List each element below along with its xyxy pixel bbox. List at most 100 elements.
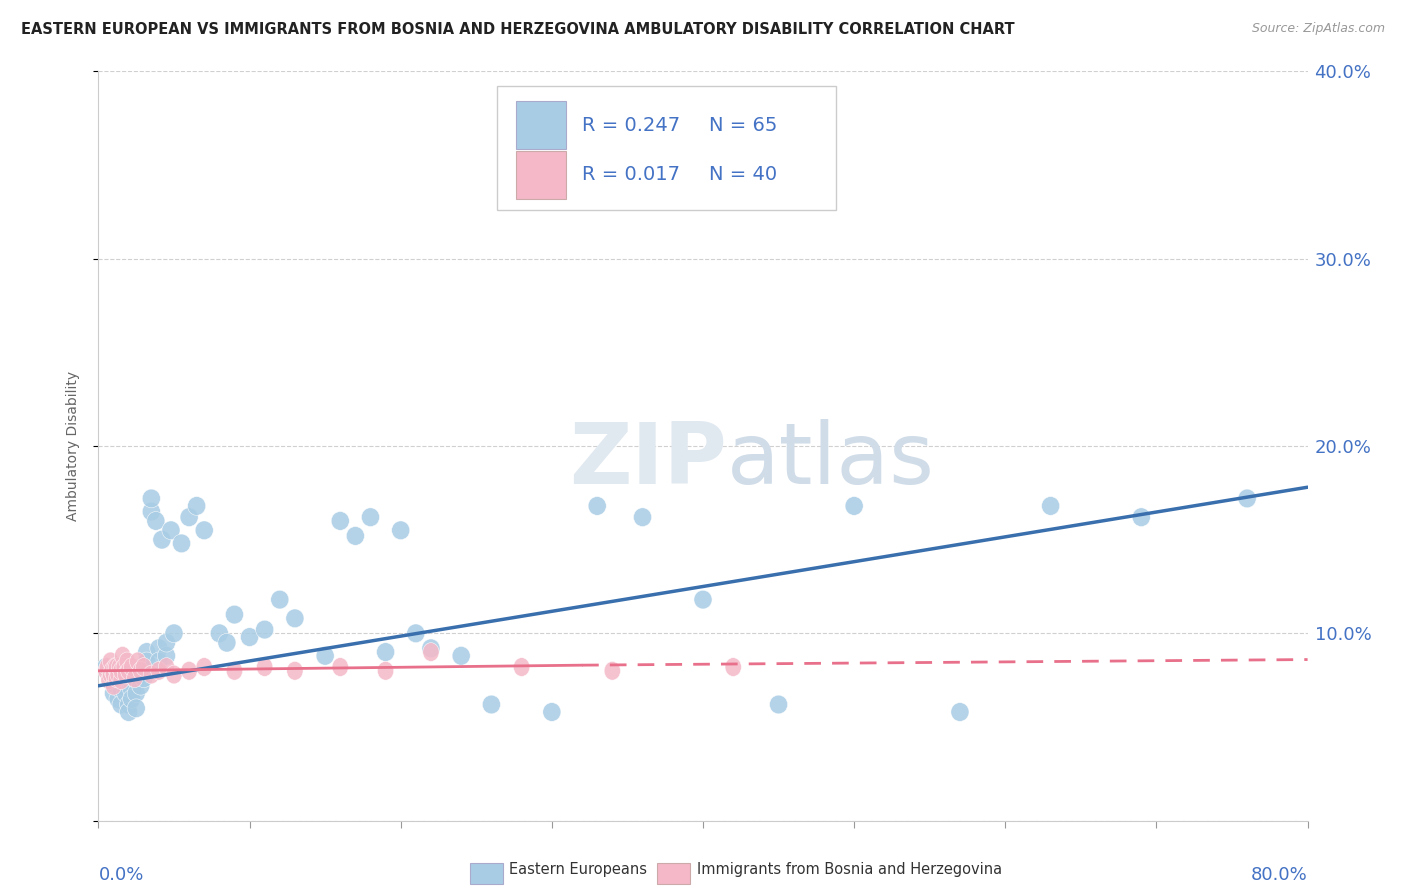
Text: R = 0.017: R = 0.017 <box>582 165 681 185</box>
Text: N = 40: N = 40 <box>709 165 778 185</box>
Ellipse shape <box>101 671 117 690</box>
Ellipse shape <box>120 695 138 714</box>
Ellipse shape <box>453 647 470 665</box>
Ellipse shape <box>150 662 167 681</box>
Ellipse shape <box>159 657 174 676</box>
Ellipse shape <box>142 489 160 508</box>
Text: R = 0.247: R = 0.247 <box>582 116 681 135</box>
Ellipse shape <box>107 676 125 695</box>
Ellipse shape <box>513 657 530 676</box>
Ellipse shape <box>157 647 176 665</box>
Ellipse shape <box>105 676 122 695</box>
Ellipse shape <box>285 609 304 628</box>
Ellipse shape <box>127 671 145 690</box>
Ellipse shape <box>180 508 198 526</box>
Ellipse shape <box>162 521 180 540</box>
Ellipse shape <box>112 665 131 684</box>
Ellipse shape <box>111 657 128 676</box>
Ellipse shape <box>138 652 156 671</box>
Text: 80.0%: 80.0% <box>1251 865 1308 884</box>
Ellipse shape <box>332 657 349 676</box>
Ellipse shape <box>127 684 145 703</box>
Ellipse shape <box>361 508 380 526</box>
Ellipse shape <box>173 534 191 553</box>
Ellipse shape <box>104 671 122 690</box>
Ellipse shape <box>1042 497 1060 516</box>
Ellipse shape <box>482 695 501 714</box>
Ellipse shape <box>124 657 139 676</box>
Ellipse shape <box>142 502 160 521</box>
Ellipse shape <box>1132 508 1150 526</box>
Ellipse shape <box>845 497 863 516</box>
Ellipse shape <box>377 643 395 662</box>
Ellipse shape <box>112 695 131 714</box>
Ellipse shape <box>132 665 150 684</box>
Ellipse shape <box>605 662 620 681</box>
Ellipse shape <box>392 521 409 540</box>
Ellipse shape <box>725 657 741 676</box>
Ellipse shape <box>240 628 259 647</box>
Ellipse shape <box>105 665 122 684</box>
Ellipse shape <box>146 512 165 530</box>
Ellipse shape <box>256 657 273 676</box>
Ellipse shape <box>98 662 114 681</box>
FancyBboxPatch shape <box>516 102 567 149</box>
Ellipse shape <box>225 606 243 624</box>
Ellipse shape <box>118 665 134 684</box>
Ellipse shape <box>117 671 135 690</box>
Ellipse shape <box>127 699 145 717</box>
Ellipse shape <box>157 633 176 652</box>
Ellipse shape <box>112 671 129 690</box>
Ellipse shape <box>127 669 143 688</box>
Text: 0.0%: 0.0% <box>98 865 143 884</box>
Text: Eastern Europeans: Eastern Europeans <box>509 863 647 877</box>
Ellipse shape <box>218 633 236 652</box>
Ellipse shape <box>165 624 183 642</box>
Text: Source: ZipAtlas.com: Source: ZipAtlas.com <box>1251 22 1385 36</box>
Ellipse shape <box>138 643 156 662</box>
Ellipse shape <box>195 521 214 540</box>
Ellipse shape <box>112 662 129 681</box>
Ellipse shape <box>150 639 167 657</box>
Ellipse shape <box>120 703 138 722</box>
Text: ZIP: ZIP <box>569 419 727 502</box>
Ellipse shape <box>423 643 439 662</box>
Ellipse shape <box>104 662 120 681</box>
Ellipse shape <box>117 684 135 703</box>
Ellipse shape <box>950 703 969 722</box>
Ellipse shape <box>103 665 118 684</box>
Ellipse shape <box>153 531 172 549</box>
Ellipse shape <box>110 690 127 708</box>
Ellipse shape <box>422 639 440 657</box>
Ellipse shape <box>122 681 141 699</box>
Ellipse shape <box>132 676 150 695</box>
Text: atlas: atlas <box>727 419 935 502</box>
Ellipse shape <box>187 497 205 516</box>
Ellipse shape <box>195 657 212 676</box>
Ellipse shape <box>211 624 228 642</box>
Ellipse shape <box>143 665 159 684</box>
Text: EASTERN EUROPEAN VS IMMIGRANTS FROM BOSNIA AND HERZEGOVINA AMBULATORY DISABILITY: EASTERN EUROPEAN VS IMMIGRANTS FROM BOSN… <box>21 22 1015 37</box>
FancyBboxPatch shape <box>516 151 567 199</box>
FancyBboxPatch shape <box>498 87 837 210</box>
Ellipse shape <box>101 664 120 682</box>
Ellipse shape <box>108 657 125 676</box>
Ellipse shape <box>122 690 141 708</box>
Ellipse shape <box>226 662 243 681</box>
Y-axis label: Ambulatory Disability: Ambulatory Disability <box>66 371 80 521</box>
Ellipse shape <box>166 665 183 684</box>
Ellipse shape <box>256 620 274 639</box>
Ellipse shape <box>110 665 127 684</box>
Ellipse shape <box>406 624 425 642</box>
Ellipse shape <box>100 657 115 676</box>
Ellipse shape <box>634 508 651 526</box>
Ellipse shape <box>695 591 711 609</box>
Ellipse shape <box>115 657 132 676</box>
Ellipse shape <box>97 657 115 676</box>
Ellipse shape <box>112 681 131 699</box>
Ellipse shape <box>377 662 394 681</box>
Text: Immigrants from Bosnia and Herzegovina: Immigrants from Bosnia and Herzegovina <box>697 863 1002 877</box>
Ellipse shape <box>543 703 561 722</box>
Ellipse shape <box>271 591 288 609</box>
Ellipse shape <box>135 669 153 688</box>
